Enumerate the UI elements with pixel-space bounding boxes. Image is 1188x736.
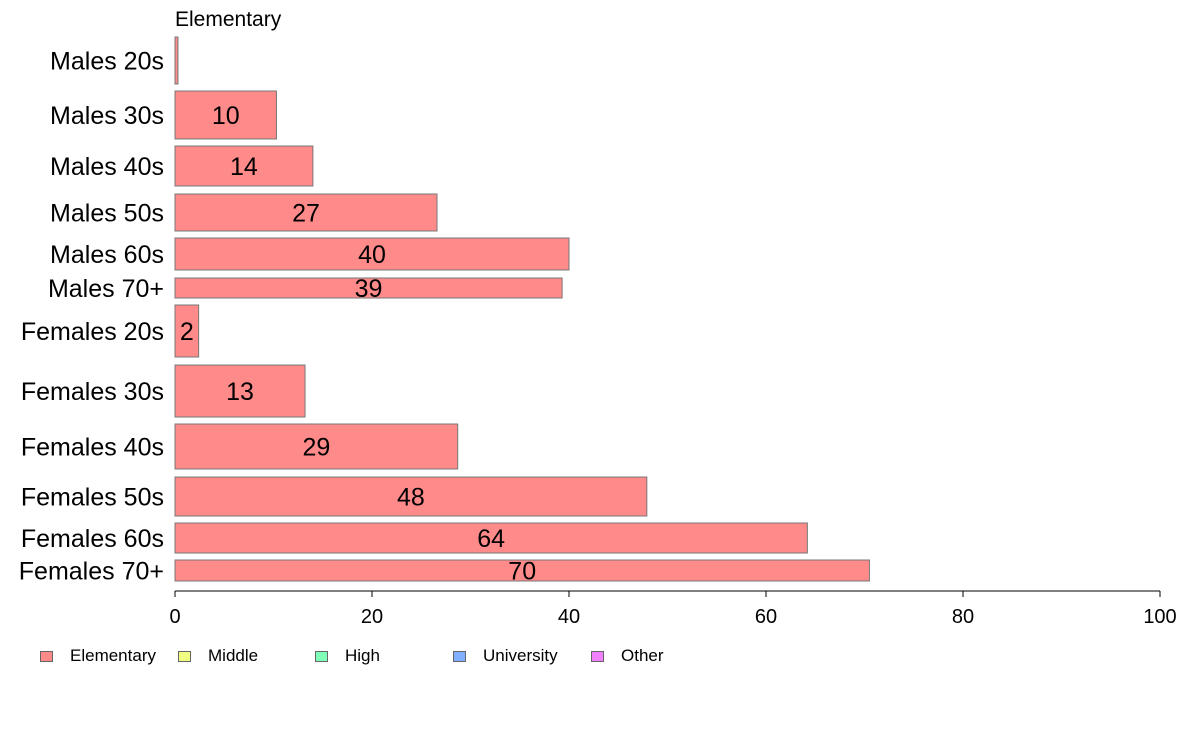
legend-item-high: High bbox=[315, 646, 380, 666]
data-label: 14 bbox=[230, 153, 258, 181]
x-tick-label: 60 bbox=[755, 606, 777, 628]
x-axis: 0 20 40 60 80 100 bbox=[169, 590, 1177, 628]
x-tick-label: 20 bbox=[361, 606, 383, 628]
legend-label: University bbox=[483, 646, 558, 665]
data-label: 39 bbox=[355, 275, 383, 303]
category-label: Females 30s bbox=[21, 378, 164, 406]
bar-females-60s bbox=[174, 522, 808, 554]
chart-title: Elementary bbox=[175, 8, 282, 31]
legend-swatch bbox=[40, 650, 53, 662]
x-tick-label: 0 bbox=[169, 606, 180, 628]
category-label: Males 60s bbox=[50, 241, 164, 269]
category-label: Males 40s bbox=[50, 153, 164, 181]
data-label: 29 bbox=[302, 434, 330, 462]
x-tick-label: 80 bbox=[952, 606, 974, 628]
legend-label: Middle bbox=[208, 646, 259, 665]
legend-swatch bbox=[453, 650, 466, 662]
data-label: 48 bbox=[397, 484, 425, 512]
legend-item-university: University bbox=[453, 646, 558, 666]
category-label: Females 20s bbox=[21, 318, 164, 346]
bar-males-50s bbox=[174, 193, 438, 232]
data-label: 27 bbox=[292, 200, 320, 228]
data-label: 2 bbox=[180, 318, 194, 346]
category-label: Females 50s bbox=[21, 484, 164, 512]
bar-males-20s bbox=[174, 36, 179, 85]
category-label: Females 40s bbox=[21, 434, 164, 462]
data-label: 70 bbox=[508, 558, 536, 586]
legend-label: High bbox=[345, 646, 380, 665]
legend-item-middle: Middle bbox=[178, 646, 258, 666]
bar-males-70plus bbox=[174, 277, 563, 299]
category-label: Males 20s bbox=[50, 48, 164, 76]
legend-label: Elementary bbox=[70, 646, 156, 665]
bar-males-30s bbox=[174, 90, 277, 140]
bar-chart: Elementary Males 20s Males 30s 10 Males 40s… bbox=[19, 8, 1177, 628]
data-label: 64 bbox=[477, 525, 505, 553]
bar-females-50s bbox=[174, 476, 648, 517]
x-tick-label: 100 bbox=[1143, 606, 1176, 628]
bar-females-40s bbox=[174, 423, 459, 470]
data-label: 40 bbox=[358, 241, 386, 269]
bar-males-60s bbox=[174, 237, 570, 271]
x-tick-label: 40 bbox=[558, 606, 580, 628]
category-label: Males 70+ bbox=[48, 275, 164, 303]
legend-item-other: Other bbox=[591, 646, 664, 666]
legend-item-elementary: Elementary bbox=[40, 646, 156, 666]
category-label: Females 70+ bbox=[19, 558, 164, 586]
category-label: Females 60s bbox=[21, 525, 164, 553]
legend-label: Other bbox=[621, 646, 664, 665]
legend: Elementary Middle High University Other bbox=[0, 640, 1188, 670]
category-label: Males 50s bbox=[50, 200, 164, 228]
legend-swatch bbox=[315, 650, 328, 662]
bar-females-30s bbox=[174, 364, 306, 418]
legend-swatch bbox=[591, 650, 604, 662]
bar-males-40s bbox=[174, 145, 314, 187]
legend-swatch bbox=[178, 650, 191, 662]
bars-group: Males 20s Males 30s 10 Males 40s 14 Males 50s… bbox=[19, 36, 870, 586]
data-label: 13 bbox=[226, 378, 254, 406]
bar-females-70plus bbox=[174, 559, 870, 582]
category-label: Males 30s bbox=[50, 102, 164, 130]
data-label: 10 bbox=[212, 102, 240, 130]
bar-females-20s bbox=[174, 304, 200, 358]
